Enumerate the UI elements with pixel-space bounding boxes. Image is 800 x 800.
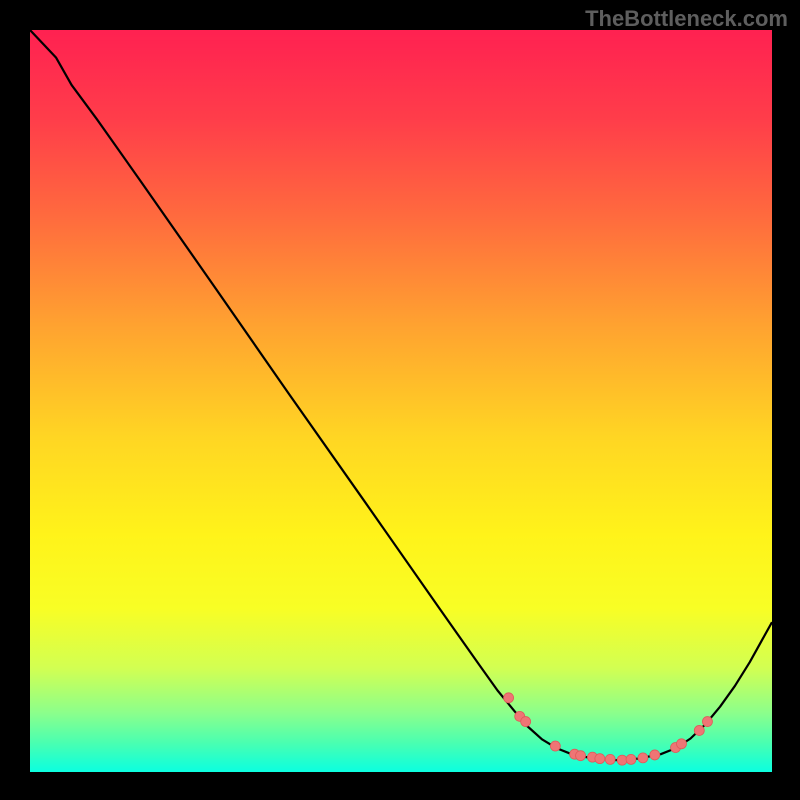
data-marker — [605, 754, 615, 764]
data-marker — [650, 750, 660, 760]
bottleneck-chart — [30, 30, 772, 772]
data-marker — [638, 753, 648, 763]
data-marker — [626, 754, 636, 764]
data-marker — [595, 754, 605, 764]
data-marker — [550, 741, 560, 751]
watermark-text: TheBottleneck.com — [585, 6, 788, 32]
data-marker — [576, 751, 586, 761]
data-marker — [676, 739, 686, 749]
data-marker — [504, 693, 514, 703]
chart-background — [30, 30, 772, 772]
data-marker — [702, 717, 712, 727]
data-marker — [694, 725, 704, 735]
data-marker — [617, 755, 627, 765]
data-marker — [521, 717, 531, 727]
chart-svg — [30, 30, 772, 772]
